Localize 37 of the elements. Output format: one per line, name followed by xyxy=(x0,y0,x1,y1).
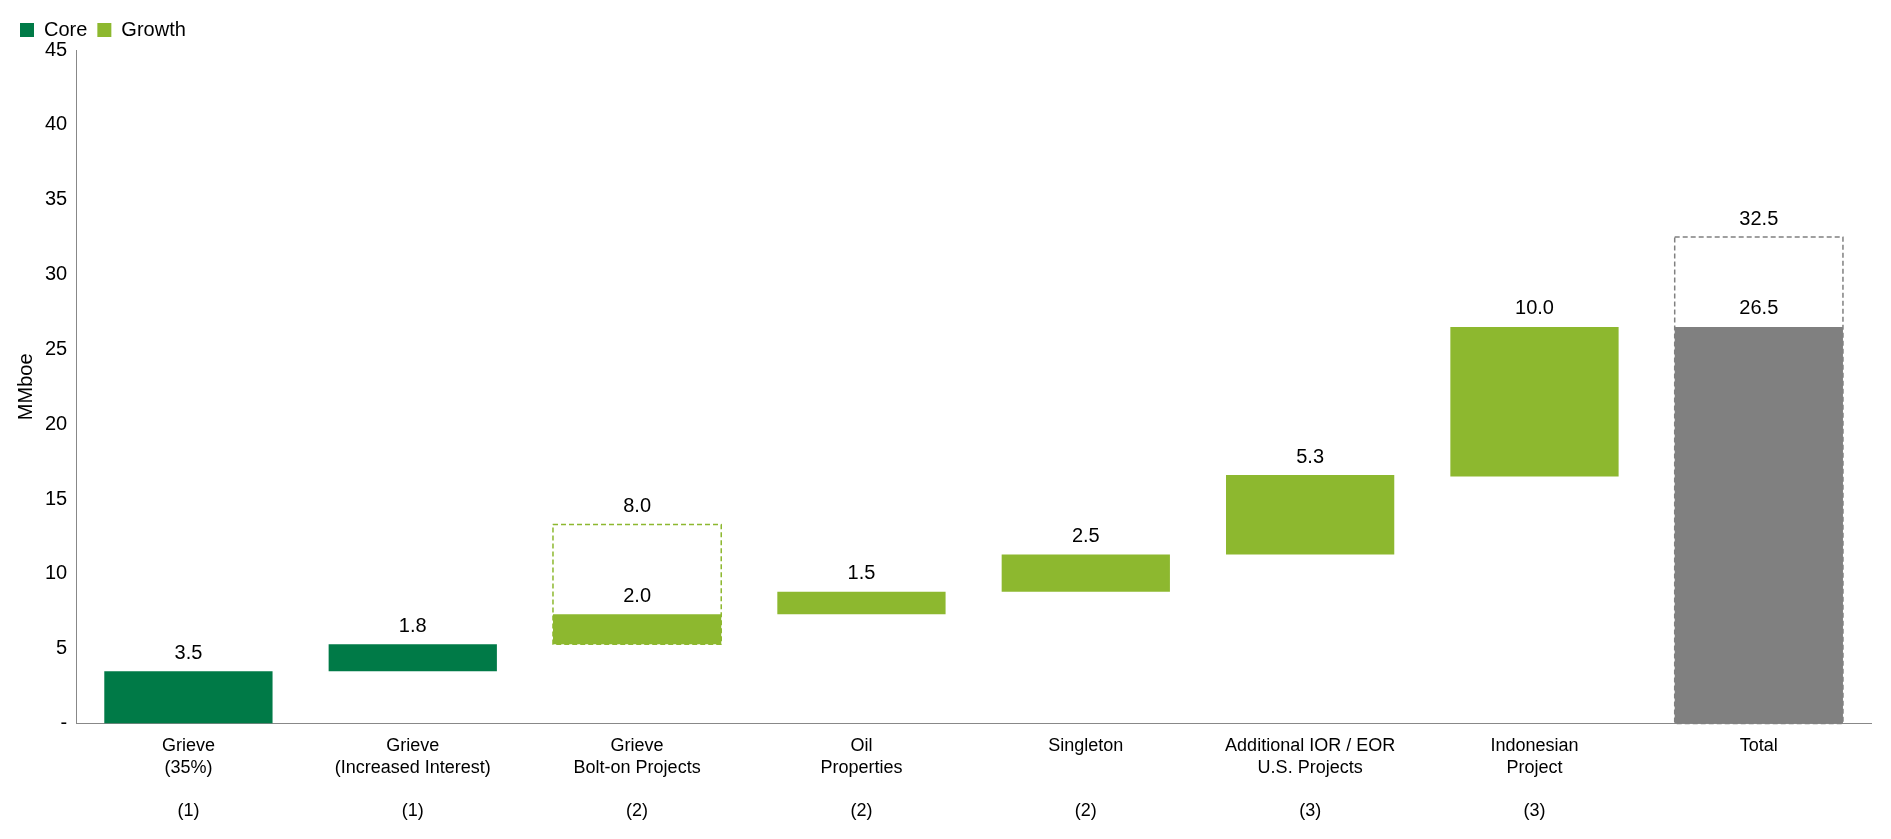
data-label: 10.0 xyxy=(1515,296,1554,319)
category-label: Oil Properties (2) xyxy=(820,735,903,821)
y-tick-label: 25 xyxy=(45,336,68,359)
data-label: 2.0 xyxy=(623,583,652,606)
y-tick-label: - xyxy=(60,711,68,734)
category-label: Grieve (Increased Interest) (1) xyxy=(334,735,491,821)
category-label: Additional IOR / EOR U.S. Projects (3) xyxy=(1225,735,1396,821)
category-label: Grieve (35%) (1) xyxy=(161,735,215,821)
y-tick-label: 15 xyxy=(45,486,68,509)
data-label: 2.5 xyxy=(1071,523,1100,546)
y-axis-title: MMboe xyxy=(13,353,36,421)
category-label: Singleton (2) xyxy=(1048,735,1124,821)
data-label: 3.5 xyxy=(174,640,203,663)
bar xyxy=(328,644,497,672)
legend-label: Growth xyxy=(121,17,186,40)
y-tick-label: 35 xyxy=(45,187,68,210)
data-label: 5.3 xyxy=(1296,444,1325,467)
category-label: Grieve Bolt-on Projects (2) xyxy=(573,735,701,821)
y-tick-label: 5 xyxy=(56,636,68,659)
legend-label: Core xyxy=(44,17,88,40)
category-label: Indonesian Project (3) xyxy=(1490,735,1579,821)
data-label: 1.5 xyxy=(847,561,876,584)
data-label: 8.0 xyxy=(623,494,652,517)
y-tick-label: 30 xyxy=(45,262,68,285)
bar xyxy=(777,591,946,615)
data-label: 26.5 xyxy=(1739,296,1779,319)
data-label: 32.5 xyxy=(1739,206,1779,229)
y-tick-label: 10 xyxy=(45,561,68,584)
data-label: 1.8 xyxy=(398,613,427,636)
bar xyxy=(1450,326,1619,477)
x-tick-label: Total xyxy=(1739,735,1778,756)
y-tick-label: 45 xyxy=(45,37,68,60)
y-tick-label: 40 xyxy=(45,112,68,135)
bar xyxy=(1001,554,1170,592)
bar xyxy=(1226,475,1395,555)
bar xyxy=(104,671,273,724)
y-tick-label: 20 xyxy=(45,411,68,434)
